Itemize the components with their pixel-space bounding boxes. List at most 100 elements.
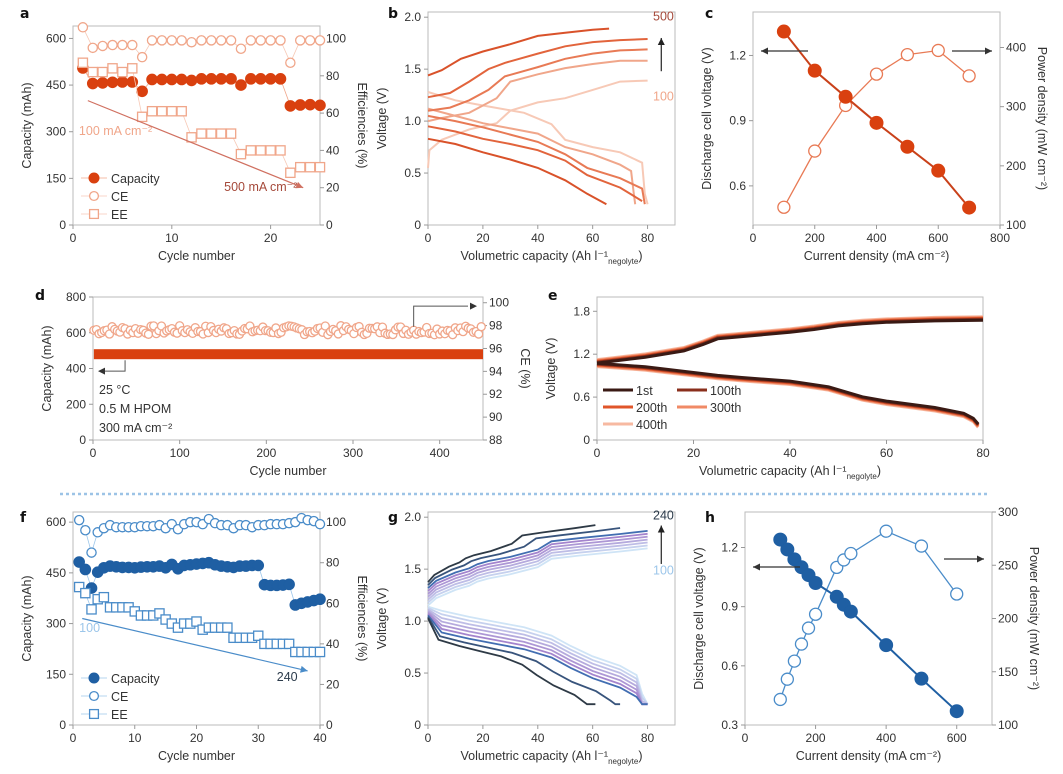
discharge-curve bbox=[427, 605, 649, 705]
y-tick-label: 800 bbox=[66, 290, 86, 304]
series-ce bbox=[77, 22, 326, 68]
arrow-head bbox=[470, 302, 477, 310]
discharge-curve bbox=[596, 363, 980, 427]
legend-label: 300th bbox=[710, 401, 741, 415]
series-capacity bbox=[77, 62, 326, 112]
x-tick-label: 400 bbox=[866, 231, 886, 245]
x-tick-label: 20 bbox=[476, 731, 490, 745]
legend-label: 1st bbox=[636, 384, 653, 398]
data-point bbox=[80, 587, 91, 599]
x-tick-label: 40 bbox=[531, 231, 545, 245]
y2-tick-label: 400 bbox=[1006, 41, 1026, 55]
legend-marker bbox=[88, 690, 100, 702]
y-axis-label: Voltage (V) bbox=[544, 338, 558, 400]
data-point bbox=[931, 163, 946, 178]
series-power-density bbox=[777, 43, 976, 214]
data-point bbox=[136, 85, 148, 98]
data-point bbox=[156, 35, 168, 46]
legend-label: CE bbox=[111, 690, 128, 704]
data-point bbox=[176, 105, 187, 117]
x-tick-label: 40 bbox=[313, 731, 327, 745]
x-tick-label: 40 bbox=[783, 446, 797, 460]
x-tick-label: 60 bbox=[586, 231, 600, 245]
y-tick-label: 0 bbox=[59, 718, 66, 732]
arrow-head bbox=[977, 555, 984, 563]
y2-axis-label: Power density (mW cm⁻²) bbox=[1035, 47, 1049, 190]
legend-label: EE bbox=[111, 708, 128, 722]
annotation-text: 240 bbox=[653, 508, 674, 522]
discharge-curve bbox=[427, 137, 607, 206]
legend-label: Capacity bbox=[111, 672, 160, 686]
data-point bbox=[156, 73, 168, 86]
legend-label: EE bbox=[111, 208, 128, 222]
data-point bbox=[195, 73, 208, 85]
legend-label: 400th bbox=[636, 418, 667, 432]
series-capacity bbox=[93, 349, 483, 360]
data-point bbox=[77, 57, 89, 68]
data-point bbox=[314, 593, 326, 606]
series-voltage bbox=[773, 532, 964, 719]
y-tick-label: 2.0 bbox=[404, 510, 421, 524]
panel-d: d 0 100 200 300 400 0 200 400 600 800 88 90 92 94 96 98 1… bbox=[35, 288, 532, 478]
y-tick-label: 150 bbox=[46, 171, 66, 185]
data-point bbox=[252, 630, 264, 641]
x-tick-label: 0 bbox=[425, 731, 432, 745]
series-300 bbox=[427, 48, 648, 205]
arrow-head bbox=[657, 525, 665, 533]
y-tick-label: 0.9 bbox=[729, 114, 746, 128]
x-tick-label: 200 bbox=[805, 231, 825, 245]
y-tick-label: 300 bbox=[46, 125, 66, 139]
data-point bbox=[235, 43, 247, 55]
x-tick-label: 0 bbox=[70, 231, 77, 245]
x-tick-label: 0 bbox=[90, 446, 97, 460]
panel-f: f0 10 20 30 400150300450600020406080100Cycle… bbox=[20, 510, 369, 763]
trend-arrow bbox=[82, 617, 308, 672]
series-voltage bbox=[776, 24, 977, 215]
x-tick-label: 0 bbox=[750, 231, 757, 245]
series-cycle-3 bbox=[427, 538, 648, 706]
y2-tick-label: 0 bbox=[326, 218, 333, 232]
data-point bbox=[98, 591, 110, 603]
data-point bbox=[314, 99, 326, 112]
x-tick-label: 100 bbox=[170, 446, 190, 460]
x-tick-label: 10 bbox=[165, 231, 179, 245]
charge-curve bbox=[427, 532, 648, 592]
x-axis-label: Volumetric capacity (Ah l⁻¹negolyte) bbox=[460, 749, 642, 766]
arrow-head bbox=[753, 563, 760, 571]
data-point bbox=[931, 43, 945, 58]
data-point bbox=[294, 99, 307, 111]
panel-label: a bbox=[20, 6, 29, 22]
data-point bbox=[117, 66, 128, 78]
data-point bbox=[127, 63, 138, 74]
data-point bbox=[235, 79, 247, 91]
series-cycle-0 bbox=[427, 547, 649, 705]
y-tick-label: 0.9 bbox=[721, 600, 738, 614]
data-point bbox=[869, 115, 884, 130]
y2-tick-label: 40 bbox=[326, 637, 340, 651]
x-axis-label-main: Volumetric capacity (Ah l⁻¹ bbox=[699, 464, 847, 478]
x-tick-label: 600 bbox=[928, 231, 948, 245]
data-point bbox=[146, 73, 158, 86]
data-point bbox=[304, 35, 316, 46]
y2-tick-label: 98 bbox=[489, 319, 503, 333]
trend-arrow bbox=[87, 100, 304, 189]
data-point bbox=[245, 73, 257, 85]
y2-tick-label: 100 bbox=[1006, 218, 1026, 232]
data-point bbox=[476, 322, 486, 332]
series-cycle-7 bbox=[427, 527, 621, 706]
series-200 bbox=[427, 59, 648, 205]
data-point bbox=[245, 145, 257, 156]
panel-e: e 0 20 40 60 80 0 0.6 1.2 1.8 Volumetric capacity … bbox=[544, 288, 990, 481]
y-axis-label: Discharge cell voltage (V) bbox=[692, 547, 706, 689]
x-axis-label: Volumetric capacity (Ah l⁻¹negolyte) bbox=[460, 249, 642, 266]
series-cycle-1 bbox=[427, 544, 649, 705]
series-power-density bbox=[773, 524, 964, 707]
data-point bbox=[294, 161, 306, 173]
x-tick-label: 0 bbox=[742, 731, 749, 745]
data-point bbox=[914, 671, 929, 686]
annotation-text: 100 mA cm⁻² bbox=[79, 124, 152, 138]
data-point bbox=[96, 77, 109, 89]
y2-tick-label: 20 bbox=[326, 181, 340, 195]
data-point bbox=[146, 105, 158, 117]
